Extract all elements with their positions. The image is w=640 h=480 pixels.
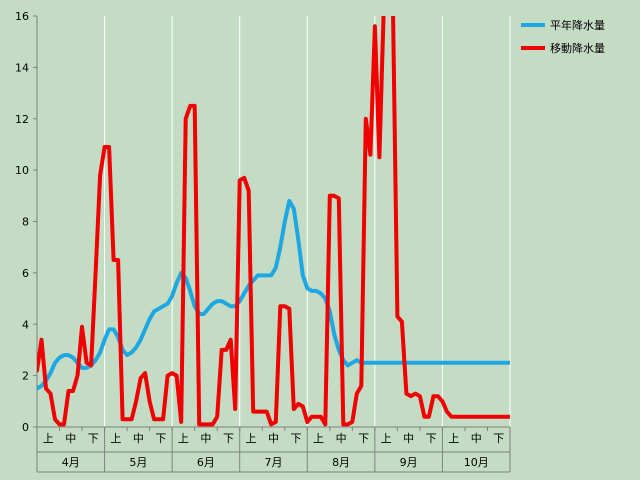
y-tick-label-4: 8 [22,216,29,229]
period-label-0-1: 中 [65,432,76,445]
period-label-2-0: 上 [178,432,189,445]
period-label-4-1: 中 [336,432,347,445]
period-label-5-1: 中 [403,432,414,445]
period-label-6-0: 上 [448,432,459,445]
period-label-3-2: 下 [291,432,302,445]
y-tick-label-5: 10 [15,164,29,177]
period-label-5-0: 上 [381,432,392,445]
y-tick-label-0: 0 [22,421,29,434]
period-label-6-1: 中 [471,432,482,445]
period-label-1-1: 中 [133,432,144,445]
month-label-1: 5月 [129,456,147,469]
period-label-1-2: 下 [155,432,166,445]
y-tick-label-6: 12 [15,113,29,126]
series-line-1 [37,16,510,427]
legend: 平年降水量 移動降水量 [521,18,605,55]
period-label-3-0: 上 [245,432,256,445]
series-line-0 [37,198,510,391]
legend-label-series-1: 移動降水量 [550,41,605,55]
y-tick-label-8: 16 [15,10,29,23]
legend-label-series-0: 平年降水量 [550,18,605,32]
period-label-2-2: 下 [223,432,234,445]
period-label-4-2: 下 [358,432,369,445]
y-tick-label-7: 14 [15,61,29,74]
month-label-3: 7月 [265,456,283,469]
period-label-1-0: 上 [110,432,121,445]
period-label-4-0: 上 [313,432,324,445]
axis-layer [33,15,511,473]
month-label-5: 9月 [400,456,418,469]
period-label-6-2: 下 [493,432,504,445]
label-layer: 0246810121416上中下4月上中下5月上中下6月上中下7月上中下8月上中… [15,10,504,469]
period-label-2-1: 中 [200,432,211,445]
month-label-2: 6月 [197,456,215,469]
month-label-4: 8月 [332,456,350,469]
month-label-0: 4月 [62,456,80,469]
series-layer [37,16,510,427]
y-tick-label-2: 4 [22,318,29,331]
month-label-6: 10月 [464,456,489,469]
period-label-0-0: 上 [43,432,54,445]
y-tick-label-1: 2 [22,370,29,383]
y-tick-label-3: 6 [22,267,29,280]
period-label-0-2: 下 [88,432,99,445]
period-label-5-2: 下 [426,432,437,445]
period-label-3-1: 中 [268,432,279,445]
